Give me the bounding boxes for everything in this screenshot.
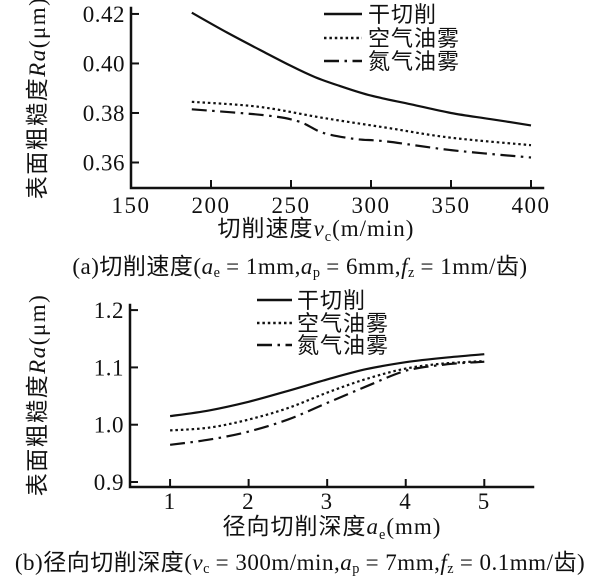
caption-variable: f (401, 254, 408, 279)
y-tick-label: 1.2 (94, 298, 124, 323)
y-tick-label: 1.0 (94, 413, 124, 438)
series-nitrogen-oil-mist-line (191, 108, 532, 159)
x-tick-label: 300 (352, 193, 391, 218)
caption-variable: a (300, 254, 313, 279)
y-tick-label: 0.9 (94, 470, 124, 495)
x-tick-label: 4 (399, 489, 412, 514)
caption-a: (a)切削速度(ae = 1mm,ap = 6mm,fz = 1mm/齿) (0, 247, 600, 282)
y-tick-label: 0.40 (83, 51, 125, 76)
x-tick-label: 5 (478, 489, 491, 514)
y-axis-label: 表面粗糙度Ra(μm) (25, 294, 50, 497)
y-tick-label: 0.42 (83, 2, 125, 27)
caption-text: = 1mm, (219, 254, 301, 279)
x-tick-label: 150 (112, 193, 151, 218)
axes (129, 6, 545, 190)
legend-label-dry-cutting: 干切削 (297, 288, 366, 313)
legend-label-dry-cutting: 干切削 (368, 2, 437, 27)
x-axis-label: 切削速度vc(m/min) (218, 216, 415, 244)
x-tick-label: 3 (321, 489, 334, 514)
caption-text: = 0.1mm/齿) (453, 550, 586, 575)
caption-subscript: p (312, 265, 321, 282)
series-dry-cutting-line (169, 353, 485, 418)
caption-variable: a (340, 550, 353, 575)
legend-label-air-oil-mist: 空气油雾 (368, 26, 460, 51)
caption-text: (a)切削速度( (72, 254, 202, 279)
caption-subscript: z (407, 265, 415, 282)
x-tick-label: 2 (242, 489, 255, 514)
series-air-oil-mist-line (170, 360, 485, 432)
series-air-oil-mist-line (191, 100, 532, 147)
caption-b: (b)径向切削深度(vc = 300m/min,ap = 7mm,fz = 0.… (0, 543, 600, 578)
x-axis-ticks: 150 200 250 300 350 400 (112, 180, 551, 218)
legend-label-nitrogen-oil-mist: 氮气油雾 (368, 49, 460, 74)
series-dry-cutting-line (191, 11, 532, 127)
legend-label-nitrogen-oil-mist: 氮气油雾 (297, 333, 389, 358)
x-tick-label: 350 (432, 193, 471, 218)
chart-b-radial-depth: 1 2 3 4 5 0.9 1.0 1.1 1.2 干切削空气油雾氮气油雾径向切削深度ae(mm)… (25, 288, 535, 540)
y-tick-label: 0.36 (83, 150, 125, 175)
x-axis-ticks: 1 2 3 4 5 (164, 479, 491, 514)
caption-text: = 6mm, (320, 254, 402, 279)
caption-variable: f (440, 550, 448, 575)
x-tick-label: 400 (512, 193, 551, 218)
x-axis-label: 径向切削深度ae(mm) (223, 514, 442, 540)
caption-subscript: e (213, 265, 220, 282)
chart-a-cutting-speed: 150 200 250 300 350 400 0.36 0.38 0.40 0.42 干切削空气油… (25, 0, 551, 244)
y-tick-label: 0.38 (83, 101, 125, 126)
y-axis-ticks: 0.36 0.38 0.40 0.42 (83, 2, 139, 175)
y-axis-label: 表面粗糙度Ra(μm) (25, 0, 50, 199)
x-tick-label: 1 (164, 489, 177, 514)
x-tick-label: 250 (272, 193, 311, 218)
caption-text: = 7mm, (359, 550, 441, 575)
caption-text: (b)径向切削深度( (14, 550, 193, 575)
caption-subscript: c (203, 561, 210, 578)
caption-variable: a (201, 254, 214, 279)
caption-subscript: p (352, 561, 360, 578)
caption-variable: v (192, 550, 204, 575)
y-axis-ticks: 0.9 1.0 1.1 1.2 (94, 298, 138, 495)
caption-text: = 300m/min, (209, 550, 341, 575)
axes (128, 303, 535, 489)
caption-subscript: z (447, 561, 454, 578)
x-tick-label: 200 (192, 193, 231, 218)
y-tick-label: 1.1 (94, 355, 124, 380)
legend-label-air-oil-mist: 空气油雾 (297, 311, 389, 336)
series-nitrogen-oil-mist-line (169, 360, 485, 446)
caption-text: = 1mm/齿) (414, 254, 528, 279)
